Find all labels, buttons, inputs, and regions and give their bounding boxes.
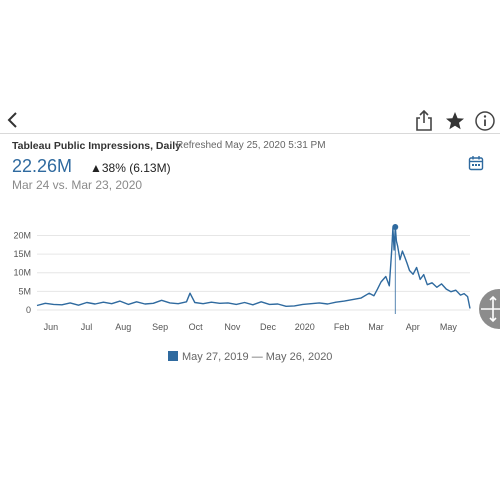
- toolbar-divider: [0, 133, 500, 134]
- date-picker-button[interactable]: [468, 155, 484, 171]
- x-tick-label: Mar: [368, 322, 384, 332]
- y-tick-label: 15M: [13, 249, 31, 259]
- favorite-button[interactable]: [444, 110, 466, 132]
- refreshed-timestamp: Refreshed May 25, 2020 5:31 PM: [176, 140, 326, 151]
- move-icon: [481, 295, 500, 323]
- view-title: Tableau Public Impressions, Daily: [12, 140, 182, 152]
- y-tick-label: 0: [26, 305, 31, 315]
- share-button[interactable]: [414, 108, 434, 132]
- y-tick-label: 10M: [13, 268, 31, 278]
- kpi-comparison: Mar 24 vs. Mar 23, 2020: [12, 178, 143, 192]
- star-icon: [446, 112, 464, 130]
- chevron-left-icon: [7, 112, 17, 128]
- kpi-value: 22.26M: [12, 156, 73, 176]
- info-button[interactable]: [474, 110, 496, 132]
- x-tick-label: Nov: [224, 322, 241, 332]
- x-tick-label: Jun: [44, 322, 59, 332]
- kpi-change: ▲38% (6.13M): [90, 161, 171, 175]
- x-tick-label: Sep: [152, 322, 168, 332]
- x-tick-label: Apr: [406, 322, 420, 332]
- y-tick-label: 5M: [18, 286, 31, 296]
- x-tick-label: 2020: [295, 322, 315, 332]
- x-tick-label: Oct: [189, 322, 204, 332]
- selected-point: [392, 224, 399, 231]
- back-button[interactable]: [4, 108, 22, 132]
- move-handle-button[interactable]: [479, 289, 500, 329]
- legend-swatch: [168, 351, 178, 361]
- info-icon: [475, 111, 495, 131]
- impressions-line-chart[interactable]: 20M 15M 10M 5M 0 Jun Jul Aug Sep Oct Nov Dec 2020 Feb…: [0, 220, 500, 340]
- y-tick-label: 20M: [13, 230, 31, 240]
- x-tick-label: Dec: [260, 322, 277, 332]
- series-line: [36, 226, 471, 309]
- calendar-icon: [468, 156, 484, 171]
- x-tick-label: Feb: [334, 322, 350, 332]
- x-tick-label: Aug: [115, 322, 131, 332]
- x-tick-label: Jul: [81, 322, 93, 332]
- chart-legend: May 27, 2019 — May 26, 2020: [168, 347, 333, 363]
- legend-label: May 27, 2019 — May 26, 2020: [182, 351, 333, 363]
- x-tick-label: May: [440, 322, 458, 332]
- share-icon: [416, 109, 432, 131]
